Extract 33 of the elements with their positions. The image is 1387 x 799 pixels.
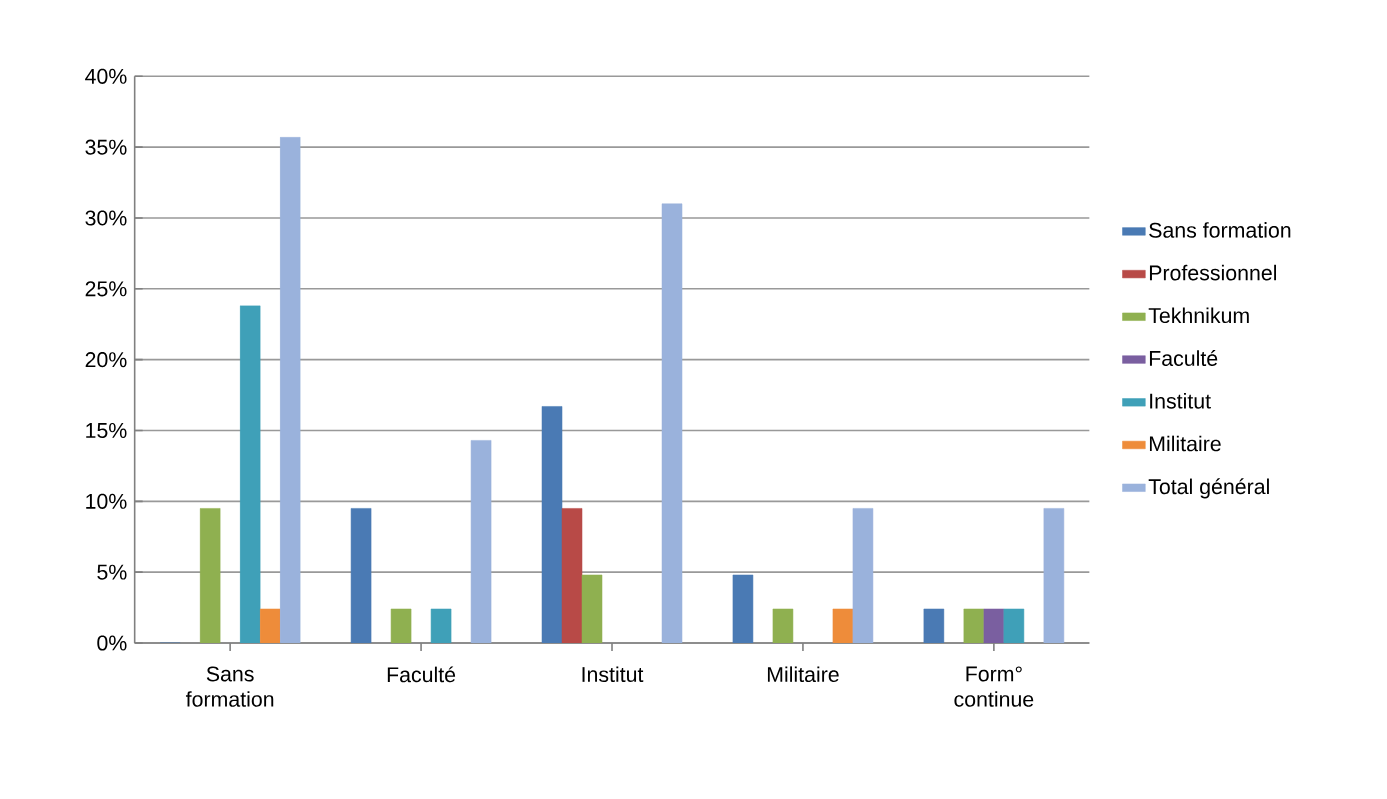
legend-label: Faculté	[1149, 350, 1218, 366]
x-tick-label: Institut	[582, 666, 644, 683]
y-tick-label: 25%	[85, 281, 127, 297]
bar	[350, 508, 372, 643]
bar	[199, 508, 221, 643]
y-tick-label: 0%	[97, 635, 127, 651]
x-tick-label: Militaire	[767, 666, 839, 683]
legend-label: Professionnel	[1149, 264, 1277, 281]
y-tick-label: 35%	[85, 139, 127, 155]
y-tick-label: 40%	[85, 68, 127, 84]
bar	[239, 305, 261, 643]
x-tick-label: Sans formation	[185, 666, 274, 707]
bar	[963, 608, 985, 643]
y-tick-label: 10%	[86, 493, 127, 509]
bar	[1003, 608, 1025, 643]
y-tick-label: 15%	[86, 422, 127, 438]
legend-label: Tekhnikum	[1148, 307, 1249, 324]
x-tick-label: Faculté	[387, 666, 456, 683]
legend-label: Sans formation	[1149, 222, 1291, 238]
bar	[772, 608, 794, 643]
legend-label: Institut	[1150, 393, 1211, 409]
y-tick-label: 30%	[85, 210, 127, 226]
y-tick-label: 20%	[85, 352, 127, 368]
bar	[390, 608, 412, 643]
bar	[541, 406, 563, 643]
y-tick-label: 5%	[97, 564, 127, 580]
legend-label: Militaire	[1149, 435, 1221, 452]
x-tick-label: Form° continue	[954, 666, 1034, 707]
bar	[923, 608, 945, 643]
legend-label: Total général	[1148, 478, 1269, 499]
bar	[732, 574, 754, 643]
bar	[430, 608, 452, 643]
bar	[581, 574, 603, 643]
